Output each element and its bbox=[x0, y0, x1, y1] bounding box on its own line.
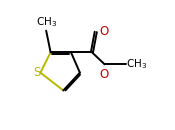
Text: S: S bbox=[33, 66, 40, 79]
Text: CH$_3$: CH$_3$ bbox=[126, 57, 148, 71]
Text: CH$_3$: CH$_3$ bbox=[36, 15, 57, 29]
Text: O: O bbox=[99, 25, 108, 38]
Text: O: O bbox=[99, 68, 109, 81]
